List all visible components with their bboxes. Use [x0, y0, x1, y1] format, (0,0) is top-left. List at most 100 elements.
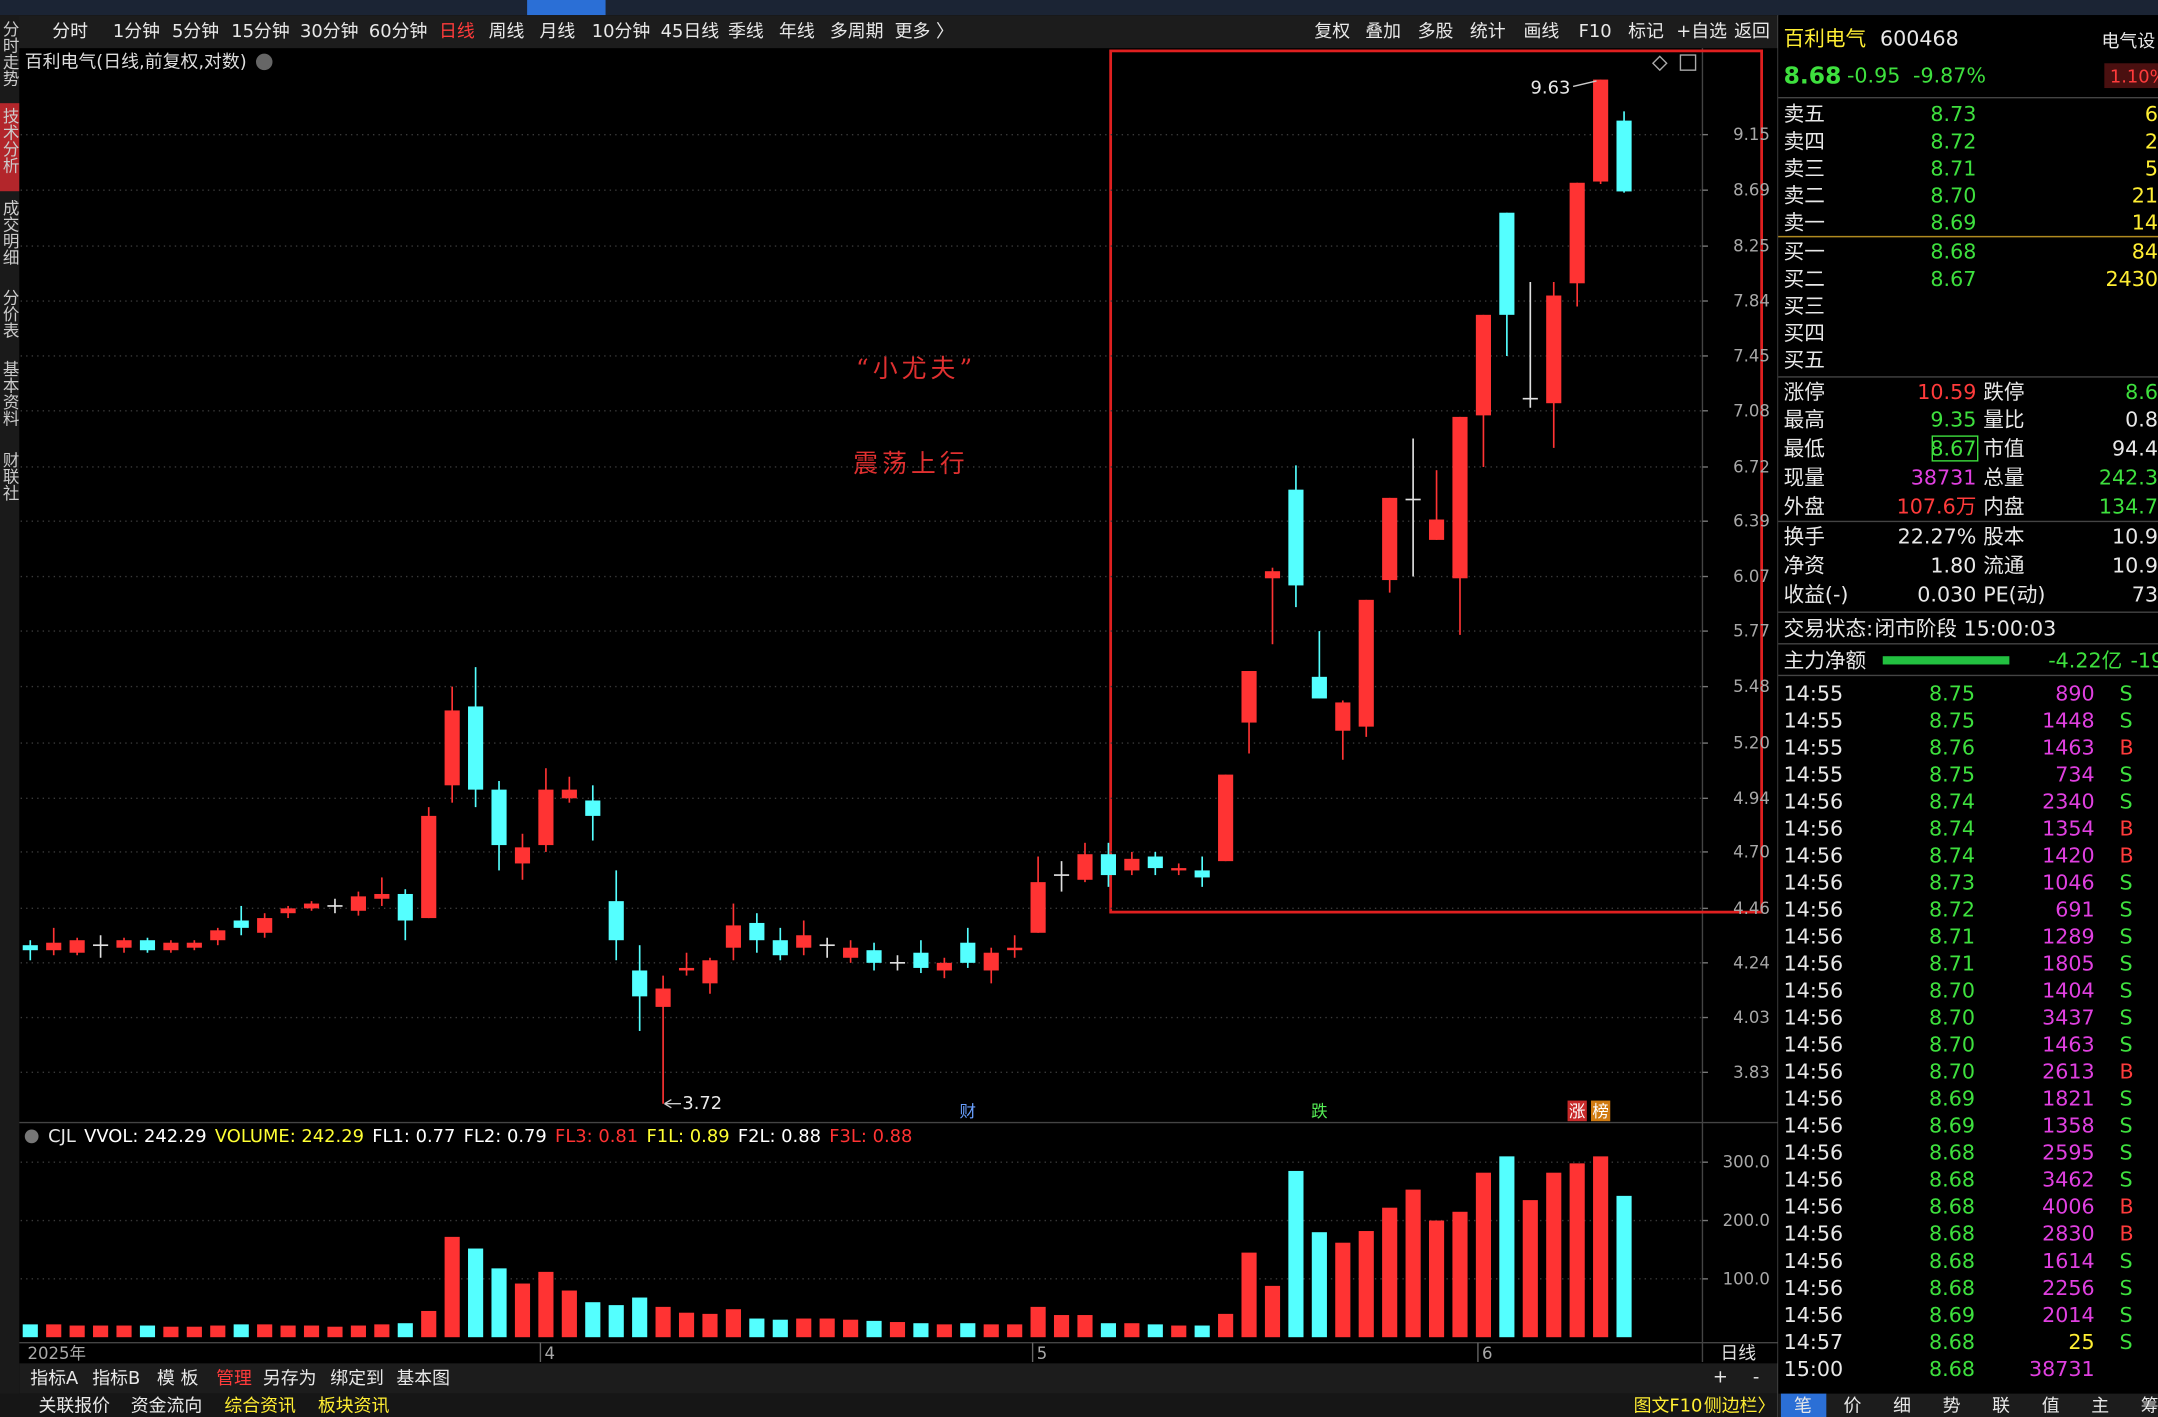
icon-panel[interactable]: [1679, 54, 1697, 71]
period-tab[interactable]: 60分钟: [369, 21, 428, 42]
toolbar-tab[interactable]: 基本图: [396, 1368, 450, 1389]
tool-button[interactable]: F10: [1579, 21, 1612, 42]
side-tab[interactable]: 分价表: [0, 288, 19, 338]
event-label[interactable]: 涨: [1569, 1102, 1586, 1121]
tick-side: B: [2119, 735, 2133, 759]
period-tab[interactable]: 月线: [540, 21, 576, 42]
side-tab[interactable]: 成交明细: [0, 199, 19, 266]
stat-value: 22.27%: [1898, 525, 1977, 549]
tick-volume: 3462: [2042, 1168, 2095, 1192]
zoom-button[interactable]: +: [1713, 1367, 1728, 1388]
icon-diamond[interactable]: [1651, 55, 1668, 72]
toolbar-tab[interactable]: 指标B: [92, 1368, 140, 1389]
event-label[interactable]: 财: [960, 1102, 977, 1121]
period-tab[interactable]: 1分钟: [113, 21, 160, 42]
quote-tab-active[interactable]: [1780, 1393, 1827, 1417]
tool-button[interactable]: 标记: [1628, 21, 1664, 42]
tool-button[interactable]: 画线: [1524, 21, 1560, 42]
status-tab[interactable]: 关联报价: [39, 1395, 111, 1416]
toolbar-tab[interactable]: 管理: [216, 1368, 252, 1389]
period-tab[interactable]: 周线: [489, 21, 525, 42]
book-volume: 2430: [2105, 267, 2158, 291]
quote-tab[interactable]: 联: [1992, 1395, 2010, 1416]
side-tab[interactable]: 基本资料: [0, 360, 19, 427]
toolbar-tab[interactable]: 另存为: [263, 1368, 317, 1389]
book-price: 8.69: [1930, 211, 1976, 235]
quote-tab[interactable]: 筹: [2141, 1395, 2158, 1416]
volume-bar: [1124, 1323, 1140, 1338]
event-label[interactable]: 跌: [1311, 1102, 1328, 1121]
title-icon[interactable]: [255, 53, 273, 71]
tool-button[interactable]: 返回: [1734, 21, 1770, 42]
toolbar-tab[interactable]: 模 板: [157, 1368, 199, 1389]
tick-volume: 1046: [2042, 871, 2095, 895]
volume-bar: [913, 1323, 929, 1338]
event-label[interactable]: 榜: [1592, 1102, 1609, 1121]
side-tab[interactable]: 财联社: [0, 451, 19, 501]
status-tab[interactable]: 资金流向: [131, 1395, 203, 1416]
legend-icon[interactable]: [24, 1129, 39, 1144]
toolbar-tab[interactable]: 指标A: [30, 1368, 79, 1389]
quote-tab[interactable]: 笔: [1794, 1395, 1812, 1416]
tick-side: S: [2119, 681, 2132, 705]
tick-volume: 1354: [2042, 816, 2095, 840]
quote-tab[interactable]: 主: [2091, 1395, 2109, 1416]
volume-bar: [936, 1324, 952, 1338]
stat-value: 8.6: [2125, 380, 2158, 404]
candle-body: [632, 970, 648, 997]
toolbar-tab[interactable]: 绑定到: [330, 1368, 384, 1389]
quote-tab[interactable]: 势: [1943, 1395, 1961, 1416]
y-tick-label: 7.45: [1733, 346, 1770, 365]
candle-body: [561, 789, 577, 799]
volume-bar: [186, 1326, 202, 1338]
stat-label: 内盘: [1983, 494, 2024, 518]
volume-bar: [1007, 1324, 1023, 1338]
tick-side: B: [2119, 843, 2133, 867]
tool-button[interactable]: 叠加: [1365, 21, 1401, 42]
tick-volume: 1404: [2042, 979, 2095, 1003]
side-tab[interactable]: 技术分析: [0, 107, 19, 174]
low-box: [1931, 435, 1979, 462]
stat-label: 最高: [1784, 408, 1825, 432]
candle-body: [397, 893, 413, 921]
period-tab[interactable]: 30分钟: [300, 21, 359, 42]
period-tab[interactable]: 分时: [52, 21, 88, 42]
zoom-button[interactable]: -: [1753, 1367, 1759, 1388]
volume-bar: [1593, 1156, 1609, 1338]
stat-label: 市值: [1983, 436, 2024, 460]
volume-bar: [374, 1324, 390, 1338]
status-link[interactable]: 侧边栏〉: [1704, 1395, 1776, 1416]
period-tab[interactable]: 多周期: [830, 21, 884, 42]
period-tab[interactable]: 季线: [728, 21, 764, 42]
tool-button[interactable]: 统计: [1470, 21, 1506, 42]
status-link[interactable]: 图文F10: [1634, 1395, 1703, 1416]
tick-time: 14:55: [1784, 762, 1843, 786]
volume-bar: [303, 1325, 320, 1338]
tick-time: 14:56: [1784, 816, 1843, 840]
period-tab[interactable]: 5分钟: [172, 21, 219, 42]
side-tab[interactable]: 分时走势: [0, 20, 19, 87]
volume-bar: [561, 1290, 577, 1338]
tool-button[interactable]: 多股: [1418, 21, 1454, 42]
side-tab-active[interactable]: [0, 103, 20, 192]
quote-tab[interactable]: 值: [2042, 1395, 2060, 1416]
tool-button[interactable]: +自选: [1676, 21, 1727, 42]
status-tab[interactable]: 综合资讯: [224, 1395, 296, 1416]
tick-time: 14:56: [1784, 1276, 1843, 1300]
tool-button[interactable]: 复权: [1314, 21, 1350, 42]
tick-price: 8.74: [1929, 789, 1975, 813]
quote-tab[interactable]: 价: [1844, 1395, 1862, 1416]
tick-volume: 1821: [2042, 1087, 2095, 1111]
event-badge: [1590, 1100, 1611, 1122]
period-tab[interactable]: 45日线: [661, 21, 720, 42]
period-tab[interactable]: 15分钟: [231, 21, 290, 42]
book-volume: 21: [2132, 183, 2158, 207]
period-tab[interactable]: 更多 〉: [895, 21, 954, 42]
y-tick-label: 4.46: [1733, 899, 1770, 918]
period-tab[interactable]: 日线: [439, 21, 475, 42]
period-tab[interactable]: 10分钟: [592, 21, 651, 42]
candle-body: [69, 940, 85, 953]
status-tab[interactable]: 板块资讯: [318, 1395, 390, 1416]
period-tab[interactable]: 年线: [779, 21, 815, 42]
quote-tab[interactable]: 细: [1893, 1395, 1911, 1416]
